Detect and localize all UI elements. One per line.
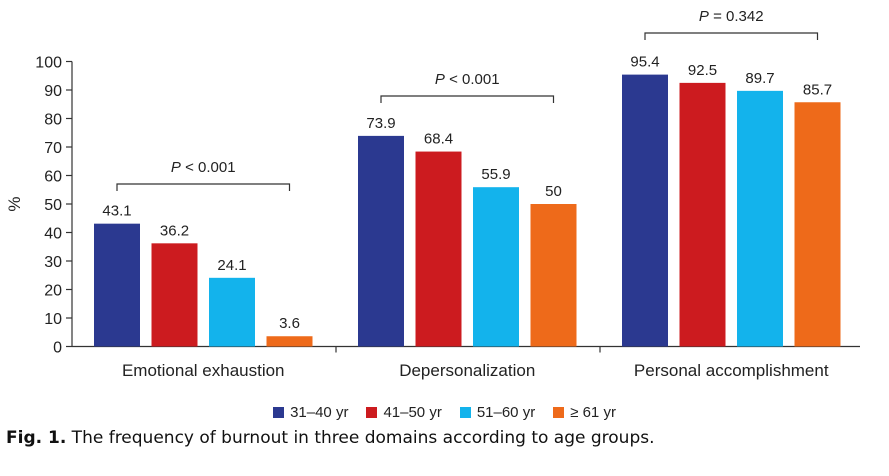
data-label: 85.7 — [803, 81, 832, 98]
bar — [473, 187, 519, 347]
significance-bracket — [644, 32, 819, 40]
y-tick-label: 100 — [35, 55, 62, 72]
legend-swatch — [366, 406, 378, 418]
y-tick-label: 10 — [44, 311, 62, 328]
caption-text: The frequency of burnout in three domain… — [66, 428, 655, 448]
y-tick-label: 40 — [44, 226, 62, 243]
bar — [358, 135, 404, 347]
data-label: 89.7 — [745, 70, 774, 87]
legend-label: 41–50 yr — [383, 403, 442, 421]
y-tick-label: 20 — [44, 283, 62, 300]
data-label: 95.4 — [630, 54, 659, 71]
legend-item: 41–50 yr — [366, 403, 442, 421]
y-axis-label: % — [5, 196, 24, 211]
bar — [209, 277, 255, 347]
significance-bracket — [116, 183, 291, 191]
y-tick-label: 60 — [44, 169, 62, 186]
p-value-label: P = 0.342 — [699, 8, 764, 25]
y-tick-label: 30 — [44, 254, 62, 271]
data-label: 50 — [545, 183, 562, 200]
figure-caption: Fig. 1. The frequency of burnout in thre… — [6, 428, 655, 448]
legend-item: 51–60 yr — [459, 403, 536, 421]
bar — [415, 151, 462, 347]
legend-swatch — [553, 406, 565, 418]
y-tick-label: 90 — [44, 83, 62, 100]
significance-bracket — [380, 95, 555, 103]
bar — [737, 90, 783, 347]
x-category-label: Emotional exhaustion — [122, 361, 285, 380]
x-category-label: Personal accomplishment — [634, 361, 829, 380]
data-label: 24.1 — [217, 257, 246, 274]
y-tick-label: 70 — [44, 140, 62, 157]
bar — [266, 336, 313, 347]
bar — [622, 74, 668, 347]
legend-label: ≥ 61 yr — [570, 403, 616, 421]
data-label: 92.5 — [688, 62, 717, 79]
p-value-label: P < 0.001 — [171, 159, 236, 176]
bar — [530, 204, 577, 347]
legend-label: 51–60 yr — [476, 403, 536, 421]
bar — [94, 223, 140, 347]
legend-item: ≥ 61 yr — [553, 404, 616, 421]
caption-label: Fig. 1. — [6, 428, 67, 448]
bar-chart: 0 10 20 30 40 50 60 70 80 90 100% 43.1 36.2 24.1 3.6 Em… — [5, 8, 860, 380]
legend-swatch — [459, 406, 471, 418]
data-label: 43.1 — [102, 203, 131, 220]
bar — [679, 82, 726, 347]
data-label: 73.9 — [366, 115, 395, 132]
data-label: 55.9 — [481, 166, 510, 183]
bar — [794, 102, 841, 347]
data-label: 68.4 — [424, 131, 453, 148]
legend-swatch — [273, 406, 285, 418]
y-tick-label: 0 — [53, 340, 62, 357]
y-tick-label: 50 — [44, 197, 62, 214]
legend-label: 31–40 yr — [290, 403, 349, 421]
p-value-label: P < 0.001 — [435, 71, 500, 88]
bar — [151, 243, 198, 347]
legend-item: 31–40 yr — [273, 404, 348, 421]
data-label: 36.2 — [160, 222, 189, 239]
data-label: 3.6 — [279, 315, 300, 332]
x-category-label: Depersonalization — [399, 361, 535, 380]
y-tick-label: 80 — [44, 112, 62, 129]
legend: 31–40 yr 41–50 yr 51–60 yr ≥ 61 yr — [0, 401, 889, 423]
